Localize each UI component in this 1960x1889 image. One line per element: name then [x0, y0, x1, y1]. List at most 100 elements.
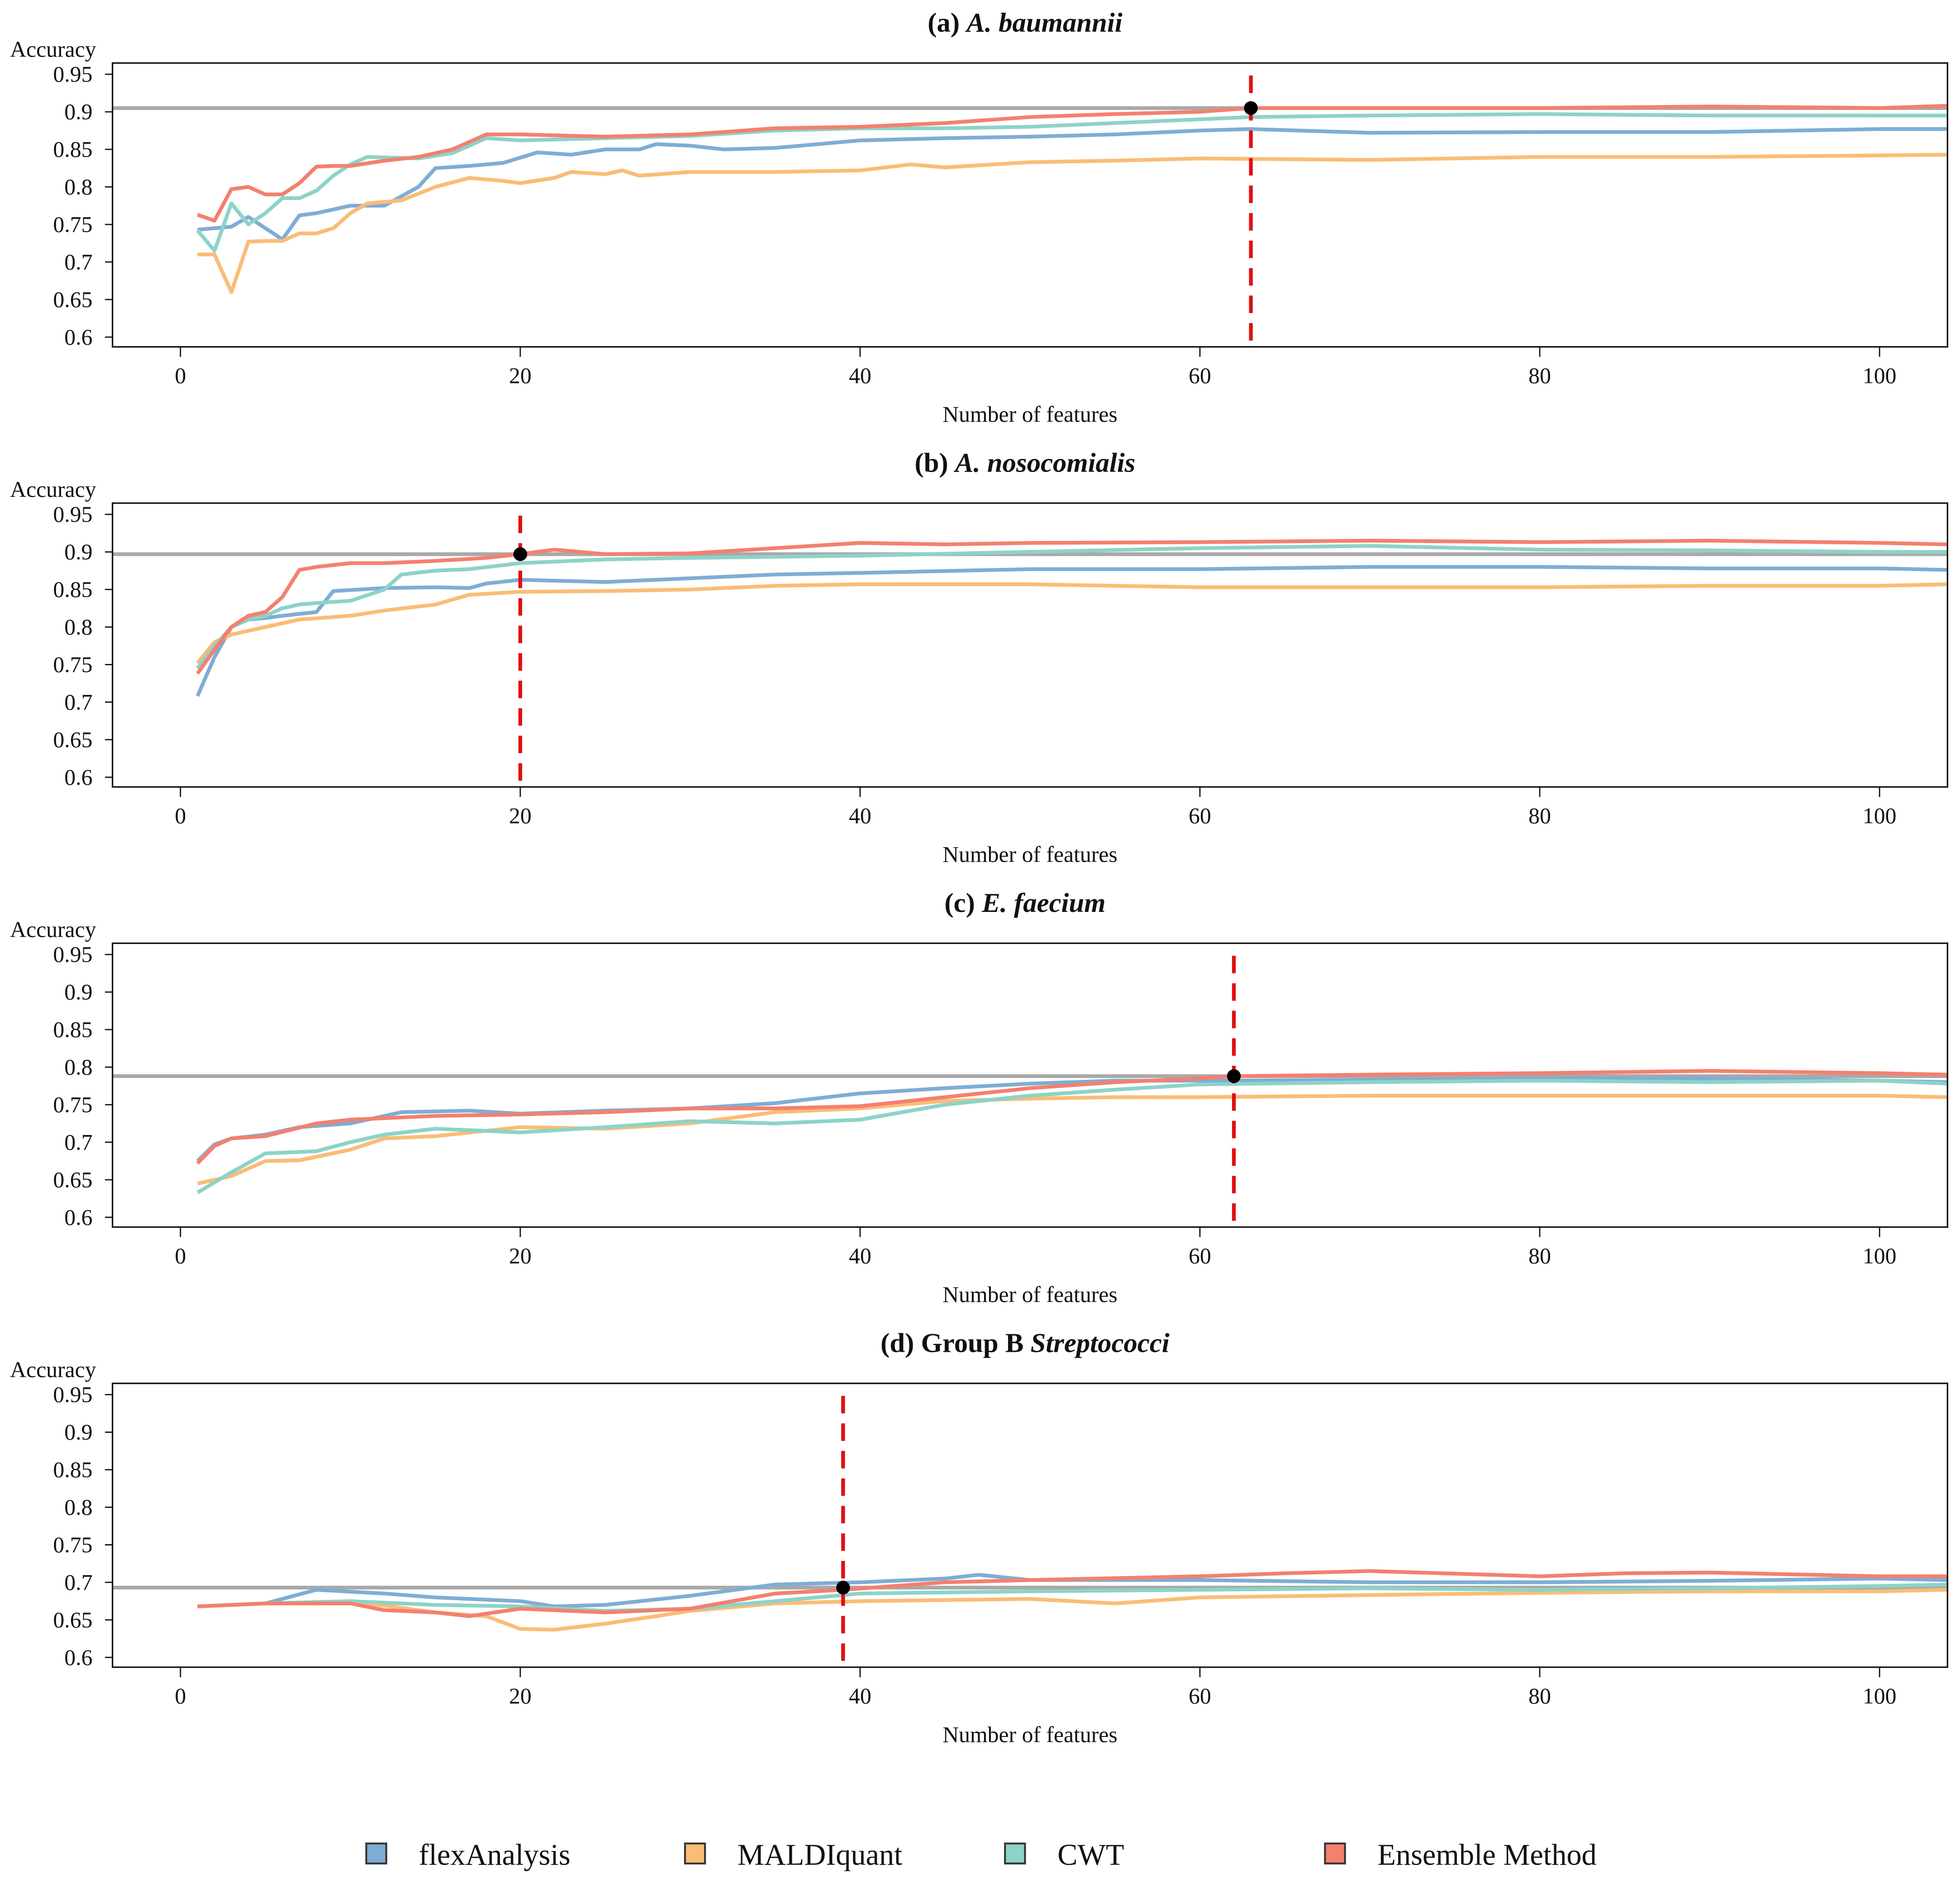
y-tick-label: 0.6 — [64, 1205, 92, 1230]
y-axis-label: Accuracy — [10, 477, 96, 502]
series-line-maldiquant — [197, 153, 1948, 294]
x-tick-label: 100 — [1863, 1684, 1897, 1708]
legend-swatch — [1324, 1842, 1346, 1865]
panel-title-label: (b) — [915, 448, 955, 478]
y-tick-label: 0.8 — [64, 175, 92, 200]
panel-b: (b) A. nosocomialis Accuracy Number of fea… — [10, 448, 1949, 867]
panel-title: (a) A. baumannii — [928, 8, 1123, 38]
y-tick-label: 0.65 — [53, 287, 92, 312]
panel-title-label: (a) — [928, 8, 966, 38]
optimal-point — [1227, 1069, 1241, 1083]
y-tick-label: 0.95 — [53, 1382, 92, 1407]
x-tick-label: 100 — [1863, 363, 1897, 388]
x-tick-label: 40 — [849, 1244, 871, 1269]
x-axis-label: Number of features — [942, 402, 1118, 427]
y-tick-label: 0.65 — [53, 1608, 92, 1632]
series-line-maldiquant — [197, 1093, 1948, 1186]
x-tick-label: 80 — [1528, 1244, 1551, 1269]
plot-frame — [111, 502, 1949, 788]
y-tick-label: 0.85 — [53, 1017, 92, 1042]
series-line-cwt — [197, 1583, 1948, 1613]
y-axis-label: Accuracy — [10, 37, 96, 62]
y-tick-label: 0.7 — [64, 249, 92, 274]
y-tick-label: 0.85 — [53, 137, 92, 162]
x-tick-label: 40 — [849, 1684, 871, 1708]
series-line-flexanalysis — [197, 1573, 1948, 1608]
panel-title-species: E. faecium — [981, 888, 1105, 918]
y-tick-label: 0.8 — [64, 615, 92, 639]
x-tick-label: 0 — [175, 363, 186, 388]
panel-c: (c) E. faecium Accuracy Number of features… — [10, 888, 1949, 1307]
x-tick-label: 60 — [1189, 1244, 1211, 1269]
y-tick-label: 0.95 — [53, 942, 92, 967]
x-tick-label: 80 — [1528, 363, 1551, 388]
y-tick-label: 0.6 — [64, 765, 92, 790]
x-tick-label: 40 — [849, 803, 871, 828]
series-line-flexanalysis — [197, 127, 1948, 242]
panel-title-label: (d) Group B — [880, 1328, 1030, 1359]
x-tick-label: 100 — [1863, 803, 1897, 828]
panel-title-species: A. baumannii — [965, 8, 1123, 38]
x-tick-label: 60 — [1189, 803, 1211, 828]
x-tick-label: 0 — [175, 1684, 186, 1708]
y-tick-label: 0.75 — [53, 212, 92, 237]
y-tick-label: 0.85 — [53, 1457, 92, 1482]
x-tick-label: 20 — [509, 803, 532, 828]
legend-label: MALDIquant — [737, 1838, 903, 1871]
y-tick-label: 0.9 — [64, 980, 92, 1005]
x-tick-label: 80 — [1528, 803, 1551, 828]
y-tick-label: 0.9 — [64, 539, 92, 564]
y-tick-label: 0.65 — [53, 727, 92, 752]
x-tick-label: 20 — [509, 1244, 532, 1269]
x-tick-label: 100 — [1863, 1244, 1897, 1269]
y-tick-label: 0.7 — [64, 690, 92, 715]
x-axis-label: Number of features — [942, 842, 1118, 867]
optimal-point — [1244, 101, 1258, 115]
x-axis-label: Number of features — [942, 1722, 1118, 1747]
panel-title: (d) Group B Streptococci — [880, 1328, 1170, 1359]
legend-swatch — [1004, 1842, 1026, 1865]
panel-d: (d) Group B Streptococci Accuracy Number o… — [10, 1328, 1949, 1747]
x-tick-label: 80 — [1528, 1684, 1551, 1708]
legend-label: flexAnalysis — [419, 1838, 571, 1871]
y-tick-label: 0.8 — [64, 1055, 92, 1080]
panel-title: (b) A. nosocomialis — [915, 448, 1136, 478]
panel-title-label: (c) — [944, 888, 982, 918]
x-tick-label: 40 — [849, 363, 871, 388]
panel-title-species: A. nosocomialis — [953, 448, 1135, 478]
legend-swatch — [684, 1842, 706, 1865]
x-tick-label: 0 — [175, 803, 186, 828]
y-tick-label: 0.6 — [64, 324, 92, 349]
series-line-ensemble-method — [197, 104, 1948, 223]
series-line-ensemble-method — [197, 1569, 1948, 1618]
y-tick-label: 0.75 — [53, 652, 92, 677]
series-line-ensemble-method — [196, 1069, 1948, 1165]
legend-label: Ensemble Method — [1378, 1838, 1597, 1871]
plot-frame — [111, 62, 1949, 348]
x-axis-label: Number of features — [942, 1282, 1118, 1307]
y-tick-label: 0.75 — [53, 1092, 92, 1117]
plot-frame — [111, 1383, 1949, 1668]
series-line-cwt — [196, 112, 1948, 253]
y-axis-label: Accuracy — [10, 917, 96, 942]
legend-label: CWT — [1057, 1838, 1124, 1871]
legend-swatch — [365, 1842, 387, 1865]
y-tick-label: 0.65 — [53, 1167, 92, 1192]
series-line-cwt — [196, 544, 1948, 670]
y-tick-label: 0.9 — [64, 1420, 92, 1445]
y-tick-label: 0.9 — [64, 100, 92, 124]
series-line-maldiquant — [197, 1588, 1948, 1632]
y-tick-label: 0.8 — [64, 1495, 92, 1520]
plot-frame — [111, 942, 1949, 1228]
y-tick-label: 0.6 — [64, 1645, 92, 1670]
series-line-maldiquant — [196, 582, 1948, 664]
x-tick-label: 60 — [1189, 1684, 1211, 1708]
optimal-point — [513, 547, 528, 561]
panel-title-species: Streptococci — [1031, 1328, 1170, 1359]
y-tick-label: 0.85 — [53, 577, 92, 602]
y-tick-label: 0.95 — [53, 62, 92, 87]
x-tick-label: 0 — [175, 1244, 186, 1269]
panel-a: (a) A. baumannii Accuracy Number of featur… — [10, 8, 1949, 427]
y-tick-label: 0.7 — [64, 1130, 92, 1154]
y-tick-label: 0.75 — [53, 1532, 92, 1557]
